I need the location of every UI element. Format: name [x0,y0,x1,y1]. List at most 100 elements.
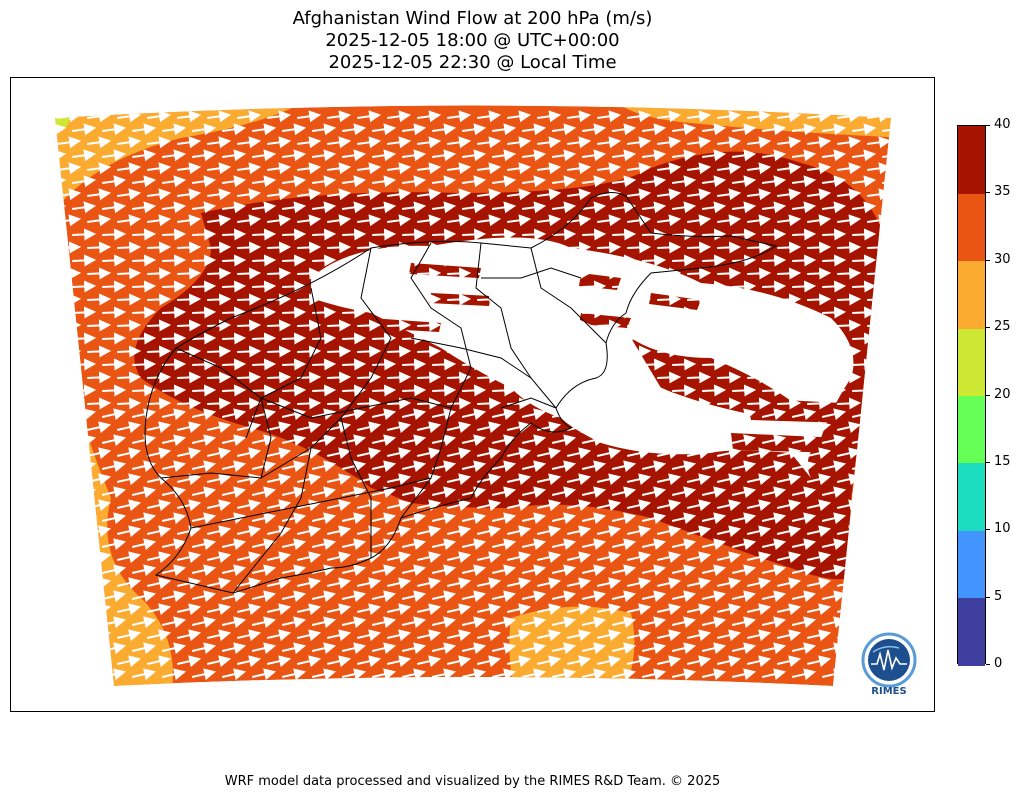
wind-arrow [641,642,667,655]
wind-arrow [146,629,172,642]
wind-arrow [146,421,172,434]
wind-arrow [687,110,712,123]
wind-arrow [207,319,232,332]
wind-arrow [806,499,832,512]
wind-arrow [701,538,727,551]
wind-arrow [417,345,442,358]
wind-arrow [207,241,232,254]
wind-arrow [507,345,532,358]
wind-arrow [116,603,142,616]
wind-arrow [131,616,157,629]
wind-arrow [567,397,592,410]
wind-arrow [792,358,817,371]
wind-arrow [87,371,112,384]
wind-arrow [371,512,397,525]
wind-arrow [567,267,592,280]
wind-arrow [132,280,157,293]
wind-arrow [807,241,832,254]
wind-arrow [762,332,787,345]
wind-arrow [222,358,247,371]
wind-arrow [326,577,352,590]
wind-arrow [791,668,817,681]
wind-arrow [102,175,127,188]
wind-arrow [402,175,427,188]
wind-arrow [686,473,712,486]
wind-arrow [476,629,502,642]
wind-arrow [297,267,322,280]
wind-arrow [537,162,562,175]
wind-arrow [131,408,157,421]
wind-arrow [342,254,367,267]
wind-arrow [747,345,772,358]
rimes-globe-logo-icon [861,632,917,688]
wind-arrow [237,110,262,123]
wind-arrow [776,525,802,538]
wind-arrow [252,358,277,371]
wind-arrow [731,434,757,447]
wind-arrow [386,551,412,564]
wind-arrow [536,447,562,460]
wind-arrow [326,447,352,460]
wind-arrow [297,319,322,332]
wind-arrow [671,512,697,525]
wind-arrow [312,384,337,397]
wind-arrow [176,629,202,642]
wind-arrow [641,616,667,629]
wind-arrow [371,668,397,681]
wind-arrow [477,110,502,123]
wind-arrow [192,280,217,293]
wind-arrow [132,201,157,214]
wind-arrow [477,345,502,358]
wind-arrow [746,421,772,434]
wind-arrow [687,345,712,358]
wind-arrow [521,668,547,681]
wind-arrow [447,136,472,149]
wind-arrow [566,551,592,564]
wind-arrow [116,577,142,590]
wind-arrow [161,460,187,473]
wind-arrow [657,267,682,280]
wind-arrow [417,397,442,410]
wind-arrow [237,345,262,358]
wind-arrow [221,668,247,681]
wind-arrow [522,358,547,371]
wind-arrow [447,162,472,175]
wind-arrow [702,280,727,293]
wind-arrow [701,590,727,603]
wind-arrow [657,214,682,227]
wind-arrow [206,525,232,538]
wind-arrow [386,603,412,616]
wind-arrow [311,460,337,473]
wind-arrow [101,512,127,525]
wind-arrow [521,408,547,421]
wind-arrow [296,655,322,668]
wind-arrow [551,538,577,551]
wind-arrow [252,201,277,214]
wind-arrow [326,603,352,616]
wind-arrow [237,136,262,149]
wind-arrow [642,254,667,267]
wind-arrow [402,228,427,241]
wind-arrow [206,421,232,434]
wind-arrow [222,254,247,267]
wind-arrow [596,421,622,434]
wind-arrow [491,512,517,525]
wind-arrow [161,434,187,447]
wind-arrow [807,136,832,149]
wind-arrow [146,525,172,538]
wind-arrow [236,603,262,616]
wind-arrow [507,397,532,410]
wind-arrow [342,123,367,136]
rimes-logo: RIMES [855,630,923,700]
wind-arrow [597,345,622,358]
wind-arrow [192,201,217,214]
wind-arrow [251,616,277,629]
wind-arrow [792,384,817,397]
wind-arrow [582,123,607,136]
wind-arrow [221,538,247,551]
wind-arrow [401,590,427,603]
wind-arrow [282,123,307,136]
wind-arrow [611,564,637,577]
wind-arrow [476,525,502,538]
wind-arrow [252,254,277,267]
